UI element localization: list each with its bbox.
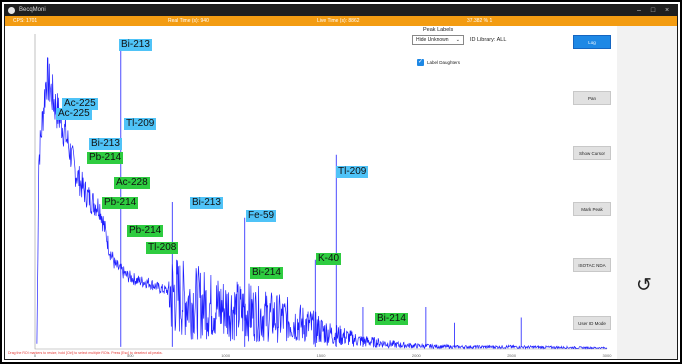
peak-label-bi214[interactable]: Bi-214 (250, 267, 283, 279)
peak-label-ac225[interactable]: Ac-225 (62, 98, 98, 110)
peak-label-ac228[interactable]: Ac-228 (114, 177, 150, 189)
peak-label-tl209[interactable]: Tl-209 (336, 166, 369, 178)
user-id-mode-button[interactable]: User ID Mode (573, 316, 611, 330)
window-title: BecqMoni (19, 7, 46, 13)
cps-readout: CPS: 1701 (13, 18, 38, 24)
peak-labels-title: Peak Labels (423, 27, 454, 33)
peak-label-pb214[interactable]: Pb-214 (102, 197, 139, 209)
app-window: BecqMoni – □ × CPS: 1701 Real Time (s): … (4, 4, 678, 360)
peak-label-bi214[interactable]: Bi-214 (375, 313, 408, 325)
real-time-readout: Real Time (s): 940 (168, 18, 209, 24)
show-cursor-button[interactable]: Show Cursor (573, 146, 611, 160)
minimize-icon[interactable]: – (637, 7, 641, 14)
close-icon[interactable]: × (664, 7, 670, 14)
peak-label-k40[interactable]: K-40 (316, 253, 342, 265)
refresh-icon[interactable]: ↺ (636, 275, 652, 296)
status-bar: CPS: 1701 Real Time (s): 940 Live Time (… (5, 16, 677, 26)
peak-label-pb214[interactable]: Pb-214 (87, 152, 124, 164)
title-bar: BecqMoni – □ × (5, 5, 677, 16)
isotac-nda-button[interactable]: ISOTAC NDA (573, 258, 611, 272)
peak-label-bi213[interactable]: Bi-213 (89, 138, 122, 150)
peak-label-bi213[interactable]: Bi-213 (119, 39, 152, 51)
label-daughters-label: Label Daughters (427, 60, 461, 65)
x-tick-label: 2000 (412, 353, 422, 358)
peak-label-tl209[interactable]: Tl-209 (124, 118, 157, 130)
pan-button[interactable]: Pan (573, 91, 611, 105)
mark-peak-button[interactable]: Mark Peak (573, 202, 611, 216)
peak-label-pb214[interactable]: Pb-214 (127, 225, 164, 237)
x-tick-label: 0 (34, 353, 37, 358)
spectrum-chart[interactable]: 0 500 1000 1500 2000 2500 3000 (5, 26, 617, 360)
x-tick-label: 1500 (317, 353, 327, 358)
x-tick-label: 1000 (221, 353, 231, 358)
id-library-label: ID Library: ALL (470, 37, 507, 43)
spectrum-line (36, 57, 608, 350)
peak-label-bi213[interactable]: Bi-213 (190, 197, 223, 209)
x-tick-label: 2500 (507, 353, 517, 358)
label-daughters-checkbox[interactable]: ✓ (417, 59, 424, 66)
status-hint: Drag the ROI markers to resize, hold [Ct… (8, 351, 163, 355)
x-tick-label: 3000 (603, 353, 613, 358)
peak-filter-dropdown[interactable]: Hide Unknown ⌄ (412, 35, 464, 45)
app-icon (8, 7, 15, 14)
plot-axes (34, 34, 607, 350)
side-panel (617, 26, 677, 359)
x-tick-label: 500 (127, 353, 134, 358)
peak-label-ac225[interactable]: Ac-225 (56, 108, 92, 120)
dropdown-value: Hide Unknown (416, 37, 449, 43)
live-time-readout: Live Time (s): 8862 (317, 18, 360, 24)
log-button[interactable]: Log (573, 35, 611, 49)
ratio-readout: 37.382 % 1 (467, 18, 493, 24)
peak-label-tl208[interactable]: Tl-208 (146, 242, 179, 254)
maximize-icon[interactable]: □ (650, 7, 656, 14)
peak-label-fe59[interactable]: Fe-59 (246, 210, 277, 222)
chevron-down-icon: ⌄ (455, 37, 460, 43)
spectrum-plot-area[interactable]: 0 500 1000 1500 2000 2500 3000 (5, 26, 617, 360)
